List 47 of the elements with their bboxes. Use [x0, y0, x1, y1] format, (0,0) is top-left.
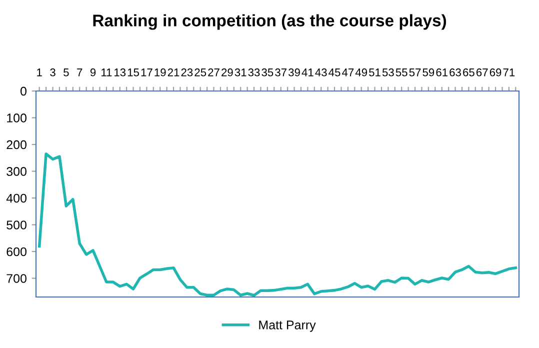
- y-tick-label: 0: [20, 86, 26, 96]
- x-tick-label: 11: [102, 68, 112, 76]
- x-tick-label: 59: [422, 68, 434, 76]
- x-tick-label: 55: [396, 68, 408, 76]
- x-tick-label: 49: [355, 68, 368, 76]
- x-tick-label: 37: [275, 68, 286, 76]
- x-tick-label: 45: [328, 68, 340, 76]
- x-tick-label: 1: [37, 68, 42, 76]
- x-tick-label: 19: [154, 68, 166, 76]
- line-series: [38, 152, 518, 297]
- x-tick-label: 23: [181, 68, 193, 76]
- x-tick-label: 17: [141, 68, 152, 76]
- x-tick-label: 53: [382, 68, 394, 76]
- x-tick-label: 5: [64, 68, 69, 76]
- x-tick-label: 31: [234, 68, 246, 76]
- x-tick-label: 33: [248, 68, 260, 76]
- x-tick-label: 47: [342, 68, 354, 76]
- x-tick-label: 65: [463, 68, 474, 76]
- x-tick-label: 63: [450, 68, 461, 76]
- x-tick-label: 61: [436, 68, 448, 76]
- y-tick-label: 100: [7, 114, 26, 122]
- x-tick-label: 27: [208, 68, 220, 76]
- x-tick-label: 13: [114, 68, 126, 76]
- x-tick-label: 9: [90, 68, 96, 76]
- y-tick-label: 500: [6, 220, 26, 230]
- y-tick-label: 300: [6, 167, 26, 176]
- x-tick-label: 29: [222, 68, 233, 76]
- y-tick-label: 400: [6, 194, 26, 203]
- x-tick-label: 57: [409, 68, 421, 76]
- x-tick-label: 21: [168, 68, 180, 76]
- x-tick-label: 41: [302, 68, 314, 76]
- chart-title: Ranking in competition (as the course plays): [93, 14, 446, 30]
- x-tick-label: 71: [503, 68, 515, 76]
- x-tick-label: 3: [50, 68, 56, 76]
- x-tick-label: 51: [369, 68, 380, 76]
- y-tick-label: 700: [6, 274, 26, 283]
- x-tick-label: 7: [77, 68, 82, 76]
- x-tick-label: 35: [262, 68, 274, 76]
- x-tick-label: 39: [288, 68, 300, 76]
- y-tick-label: 200: [6, 140, 26, 150]
- legend-label: Matt Parry: [259, 320, 316, 332]
- y-tick-label: 600: [6, 247, 26, 256]
- x-tick-label: 69: [490, 68, 502, 76]
- x-tick-label: 43: [315, 68, 327, 76]
- x-tick-label: 15: [128, 68, 139, 76]
- x-tick-label: 67: [476, 68, 488, 76]
- x-tick-label: 25: [194, 68, 206, 76]
